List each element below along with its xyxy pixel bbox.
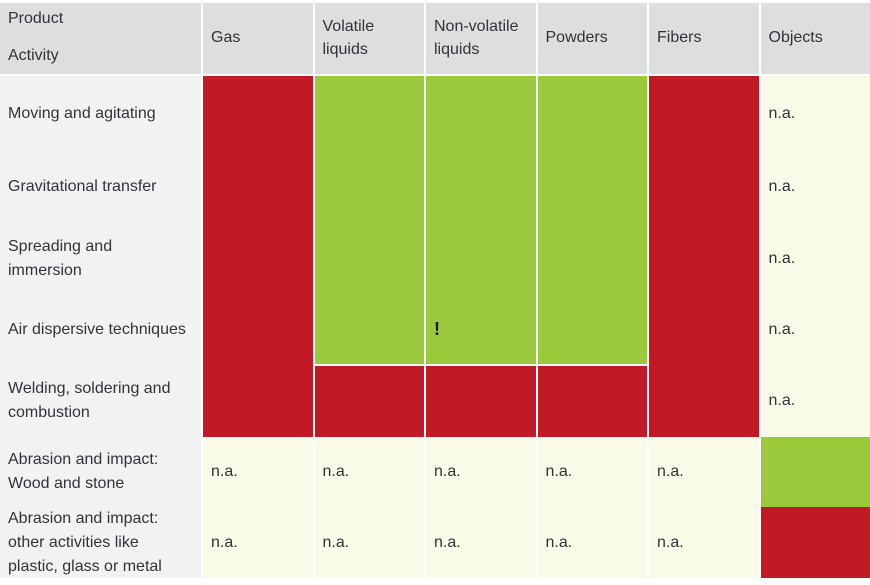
- row-label-welding-soldering-and-combustion: Welding, soldering and combustion: [0, 364, 201, 437]
- matrix-cell: [314, 76, 424, 151]
- matrix-cell: [760, 507, 870, 578]
- matrix-cell: n.a.: [537, 437, 647, 507]
- matrix-cell: n.a.: [537, 507, 647, 578]
- matrix-cell: n.a.: [203, 437, 313, 507]
- matrix-cell: n.a.: [760, 76, 870, 151]
- row-label-abrasion-and-impact-wood-and-stone: Abrasion and impact: Wood and stone: [0, 437, 201, 507]
- row-label-moving-and-agitating: Moving and agitating: [0, 76, 201, 151]
- matrix-cell: n.a.: [760, 151, 870, 223]
- matrix-cell: [203, 223, 313, 295]
- na-label: n.a.: [322, 533, 350, 551]
- matrix-cell: [537, 151, 647, 223]
- corner-activity-label: Activity: [8, 47, 59, 64]
- corner-product-label: Product: [8, 10, 64, 27]
- na-label: n.a.: [768, 250, 796, 267]
- matrix-cell: n.a.: [760, 223, 870, 295]
- corner-header: Product Activity: [0, 3, 201, 76]
- na-label: n.a.: [657, 533, 684, 551]
- matrix-cell: [537, 364, 647, 437]
- matrix-cell: n.a.: [649, 437, 759, 507]
- matrix-cell: [314, 223, 424, 295]
- column-header-fibers: Fibers: [649, 3, 759, 76]
- na-label: n.a.: [322, 463, 350, 480]
- matrix-cell: n.a.: [760, 295, 870, 364]
- row-label-abrasion-and-impact-other-activities-lik: Abrasion and impact: other activities li…: [0, 507, 201, 578]
- matrix-cell: n.a.: [760, 364, 870, 437]
- na-label: n.a.: [211, 463, 238, 480]
- matrix-cell: [649, 295, 759, 364]
- column-header-volatile-liquids: Volatile liquids: [314, 3, 424, 76]
- matrix-cell: [537, 76, 647, 151]
- matrix-cell: [314, 364, 424, 437]
- matrix-cell: [649, 364, 759, 437]
- na-label: n.a.: [768, 104, 796, 122]
- na-label: n.a.: [768, 178, 796, 195]
- column-header-gas: Gas: [203, 3, 313, 76]
- na-label: n.a.: [657, 463, 684, 480]
- matrix-cell: [649, 151, 759, 223]
- row-label-spreading-and-immersion: Spreading and immersion: [0, 223, 201, 295]
- na-label: n.a.: [434, 533, 461, 551]
- matrix-cell: [760, 437, 870, 507]
- na-label: n.a.: [434, 463, 461, 480]
- matrix-cell: n.a.: [314, 507, 424, 578]
- column-header-non-volatile-liquids: Non-volatile liquids: [426, 3, 536, 76]
- matrix-cell: [426, 151, 536, 223]
- matrix-cell: [203, 364, 313, 437]
- matrix-cell: [314, 295, 424, 364]
- column-header-objects: Objects: [760, 3, 870, 76]
- column-header-powders: Powders: [537, 3, 647, 76]
- na-label: n.a.: [768, 391, 796, 409]
- matrix-cell: n.a.: [203, 507, 313, 578]
- matrix-cell: [649, 76, 759, 151]
- matrix-cell: [426, 223, 536, 295]
- matrix-cell: [537, 223, 647, 295]
- matrix-cell: !: [426, 295, 536, 364]
- matrix-cell: [649, 223, 759, 295]
- matrix-cell: [426, 76, 536, 151]
- matrix-cell: n.a.: [314, 437, 424, 507]
- matrix-cell: [203, 151, 313, 223]
- matrix-cell: n.a.: [426, 507, 536, 578]
- matrix-cell: n.a.: [649, 507, 759, 578]
- na-label: n.a.: [545, 463, 573, 480]
- matrix-cell: [203, 295, 313, 364]
- matrix-cell: n.a.: [426, 437, 536, 507]
- matrix-cell: [426, 364, 536, 437]
- matrix-cell: [537, 295, 647, 364]
- na-label: n.a.: [211, 533, 238, 551]
- row-label-air-dispersive-techniques: Air dispersive techniques: [0, 295, 201, 364]
- matrix-cell: [314, 151, 424, 223]
- na-label: n.a.: [545, 533, 573, 551]
- row-label-gravitational-transfer: Gravitational transfer: [0, 151, 201, 223]
- warning-mark: !: [434, 319, 440, 339]
- na-label: n.a.: [768, 320, 796, 338]
- matrix-cell: [203, 76, 313, 151]
